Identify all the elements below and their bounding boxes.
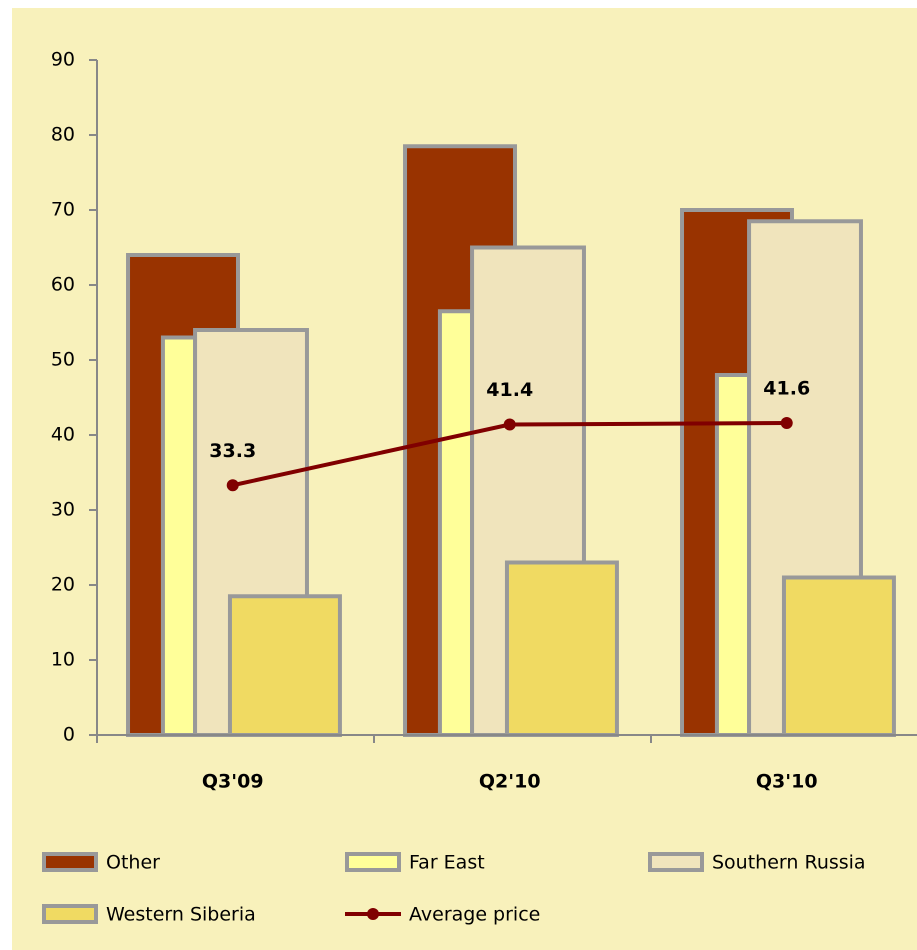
y-tick-label: 30 <box>51 499 75 521</box>
legend-label: Southern Russia <box>712 852 866 874</box>
x-tick-label: Q3'10 <box>756 771 818 793</box>
bar <box>160 335 198 737</box>
bar <box>781 575 896 737</box>
y-tick-label: 80 <box>51 124 75 146</box>
legend-label: Average price <box>409 904 540 926</box>
data-label: 33.3 <box>209 440 256 462</box>
data-label: 41.6 <box>763 378 810 400</box>
legend-marker <box>367 908 379 920</box>
y-tick-label: 90 <box>51 49 75 71</box>
line-point <box>503 418 516 431</box>
legend-label: Other <box>106 852 160 874</box>
data-label: 41.4 <box>486 379 533 401</box>
legend-label: Western Siberia <box>106 904 256 926</box>
bar <box>504 560 619 737</box>
line-point <box>780 417 793 429</box>
x-tick-label: Q3'09 <box>202 771 264 793</box>
line-point <box>226 479 239 492</box>
y-tick-label: 40 <box>51 424 75 446</box>
legend-label: Far East <box>409 852 485 874</box>
x-tick-label: Q2'10 <box>479 771 541 793</box>
legend-swatch <box>42 904 98 924</box>
y-tick-label: 50 <box>51 349 75 371</box>
legend-swatch <box>648 852 704 872</box>
bar <box>227 594 342 737</box>
y-tick-label: 0 <box>63 724 75 746</box>
bar <box>437 309 475 737</box>
y-tick-label: 10 <box>51 649 75 671</box>
y-tick-label: 20 <box>51 574 75 596</box>
y-tick-label: 60 <box>51 274 75 296</box>
bar <box>714 373 752 737</box>
y-tick-label: 70 <box>51 199 75 221</box>
legend-swatch <box>345 852 401 872</box>
legend-swatch <box>42 852 98 872</box>
